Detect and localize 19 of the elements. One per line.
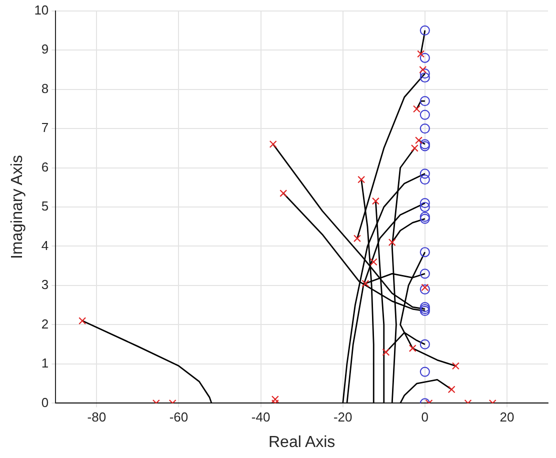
x-tick-label: -20 [333,410,352,425]
y-tick-label: 7 [41,120,49,136]
x-axis-title: Real Axis [268,434,336,451]
y-tick-label: 1 [41,356,49,371]
y-tick-label: 6 [41,159,49,174]
x-tick-label: -60 [169,410,188,425]
y-axis-title: Imaginary Axis [9,154,26,260]
y-tick-label: 3 [41,277,49,292]
y-tick-label: 0 [41,394,49,410]
x-tick-label: -40 [251,410,270,425]
y-tick-label: 8 [41,80,49,96]
y-tick-label: 4 [41,238,49,253]
x-tick-label: 0 [421,410,429,425]
y-tick-label: 9 [41,42,49,57]
y-tick-label: 2 [41,316,49,332]
x-tick-label: 20 [500,410,514,425]
x-tick-label: -80 [87,410,106,425]
y-tick-label: 5 [41,198,49,214]
y-tick-label: 10 [34,2,49,18]
